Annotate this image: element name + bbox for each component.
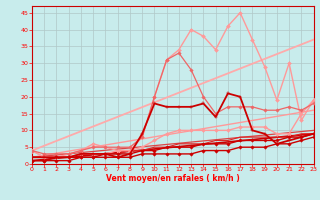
X-axis label: Vent moyen/en rafales ( km/h ): Vent moyen/en rafales ( km/h ) [106,174,240,183]
